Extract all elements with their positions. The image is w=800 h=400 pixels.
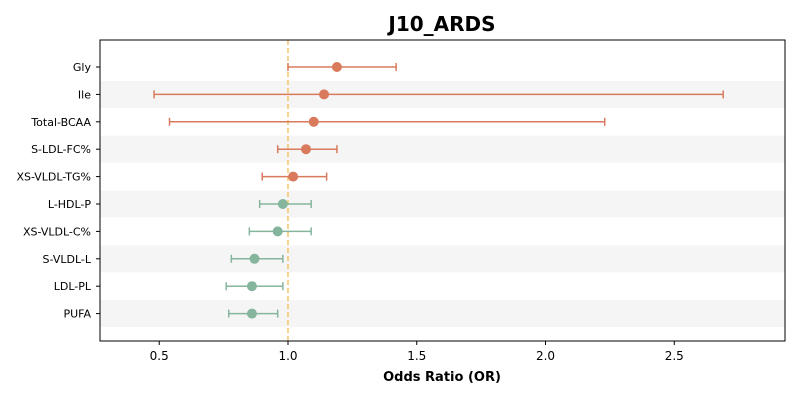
- chart-title: J10_ARDS: [386, 12, 495, 36]
- or-point: [331, 62, 342, 72]
- x-tick-label: 1.5: [407, 349, 426, 363]
- or-point: [288, 171, 299, 182]
- y-tick-label: S-LDL-FC%: [31, 143, 91, 156]
- or-point: [319, 89, 330, 100]
- row-band: [100, 190, 785, 218]
- y-tick-label: Gly: [73, 61, 92, 74]
- x-tick-label: 1.0: [278, 349, 297, 363]
- row-band: [100, 135, 785, 163]
- row-band: [100, 245, 785, 273]
- y-tick-layer: Gly Ile Total-BCAA S-LDL-FC% XS-VLDL-TG% L-HD…: [16, 61, 100, 321]
- x-tick-layer: 0.5 1.0 1.5 2.0 2.5: [150, 341, 684, 363]
- y-tick-label: Total-BCAA: [30, 116, 91, 129]
- or-point: [272, 226, 283, 237]
- row-band: [100, 300, 785, 328]
- y-tick-label: PUFA: [63, 308, 91, 321]
- y-tick-label: LDL-PL: [54, 280, 92, 293]
- or-point: [246, 308, 257, 319]
- or-point: [246, 281, 257, 292]
- or-point: [301, 144, 312, 155]
- x-axis-label: Odds Ratio (OR): [383, 370, 501, 385]
- y-tick-label: XS-VLDL-C%: [23, 225, 91, 238]
- or-point: [249, 253, 260, 264]
- y-tick-label: Ile: [78, 88, 91, 101]
- x-tick-label: 2.0: [536, 349, 555, 363]
- row-shading-layer: [100, 80, 785, 328]
- marks-layer: [153, 62, 724, 319]
- or-point: [308, 116, 319, 127]
- y-tick-label: L-HDL-P: [48, 198, 92, 211]
- y-tick-label: XS-VLDL-TG%: [16, 171, 91, 184]
- x-tick-label: 0.5: [150, 349, 169, 363]
- plot-frame: [99, 39, 786, 342]
- or-point: [277, 199, 288, 209]
- x-tick-label: 2.5: [665, 349, 684, 363]
- y-tick-label: S-VLDL-L: [43, 253, 92, 266]
